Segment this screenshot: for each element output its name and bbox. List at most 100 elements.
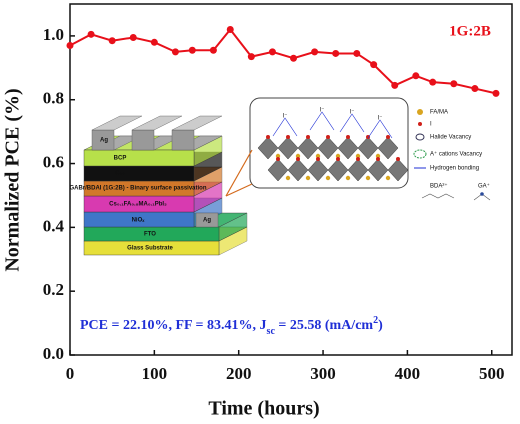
point: [290, 54, 298, 62]
octahedron: [307, 158, 329, 182]
y-tick-label: 0.8: [43, 89, 64, 108]
anion-label: I⁻: [283, 114, 288, 120]
legend-mark: [417, 109, 423, 115]
iodide: [346, 135, 350, 139]
series-label: 1G:2B: [449, 23, 491, 39]
iodide: [396, 157, 400, 161]
octahedron: [357, 136, 379, 160]
cation: [375, 153, 381, 159]
y-tick-label: 0.4: [43, 216, 65, 235]
plot-frame: [69, 3, 513, 356]
cation: [355, 153, 361, 159]
legend-mark: [415, 133, 425, 141]
annotation-part: sc: [267, 326, 276, 337]
inset: Ag BCP C₆₀ GABr/BDAI (1G:2B) - Binary surfa…: [69, 97, 491, 256]
iodide: [306, 135, 310, 139]
y-tick-label: 0.0: [43, 344, 64, 363]
octahedron: [387, 158, 409, 182]
octahedron: [297, 136, 319, 160]
bond: [272, 117, 298, 137]
layer-label: NiOₓ: [132, 218, 146, 224]
cation: [305, 175, 311, 181]
x-axis-title: Time (hours): [208, 398, 319, 420]
bond: [367, 119, 393, 139]
iodide: [326, 135, 330, 139]
x-tick-label: 400: [395, 364, 421, 383]
legend-label: FA/MA: [430, 110, 448, 116]
layer-label: Cs₀.₁FA₀.₈MA₀.₁PbI₃: [109, 202, 167, 208]
point: [471, 85, 479, 93]
point: [108, 37, 116, 45]
iodide: [296, 157, 300, 161]
octahedron: [347, 158, 369, 182]
arrow: [225, 183, 253, 197]
iodide: [266, 135, 270, 139]
arrow: [225, 149, 253, 197]
y-tick-label: 0.6: [43, 152, 64, 171]
point: [209, 46, 217, 54]
point: [171, 48, 179, 56]
layer-label: GABr/BDAI (1G:2B) - Binary surface passi…: [69, 186, 206, 192]
cation: [345, 175, 351, 181]
x-tick-label: 500: [479, 364, 505, 383]
legend-mark: [418, 122, 422, 126]
iodide: [386, 135, 390, 139]
molecule-label: GA⁺: [478, 183, 490, 190]
cation: [365, 175, 371, 181]
x-tick-label: 300: [310, 364, 336, 383]
point: [370, 61, 378, 69]
octahedron: [327, 158, 349, 182]
series-line: [69, 27, 497, 95]
electrode: [131, 129, 155, 151]
iodide: [286, 135, 290, 139]
point: [188, 46, 196, 54]
x-tick-label: 200: [226, 364, 252, 383]
cation: [385, 175, 391, 181]
point: [66, 41, 74, 49]
point: [87, 30, 95, 38]
electrode: [131, 115, 183, 131]
point: [450, 80, 458, 88]
point: [268, 48, 276, 56]
iodide: [376, 157, 380, 161]
y-tick-label: 0.2: [43, 280, 64, 299]
iodide: [336, 157, 340, 161]
molecule: [480, 192, 484, 196]
octahedron: [377, 136, 399, 160]
annotation-part: ): [378, 318, 383, 333]
x-tick-label: 100: [142, 364, 168, 383]
x-tick-label: 0: [66, 364, 75, 383]
point: [391, 81, 399, 89]
octahedron: [267, 158, 289, 182]
electrode: [195, 212, 219, 228]
electrode: [91, 115, 143, 131]
point: [311, 48, 319, 56]
point: [353, 49, 361, 57]
legend-label: I: [430, 122, 432, 128]
cation: [335, 153, 341, 159]
legend-mark: [413, 149, 427, 159]
anion-label: I⁻: [350, 110, 355, 116]
legend-label: Hydrogen bonding: [430, 166, 479, 172]
annotation-part: = 25.58: [275, 318, 325, 333]
point: [492, 89, 500, 97]
annotation-part: (mA/cm: [325, 318, 374, 333]
cation: [295, 153, 301, 159]
cation: [275, 153, 281, 159]
anion-label: I⁻: [320, 108, 325, 114]
molecule: [421, 193, 455, 199]
point: [332, 49, 340, 57]
annotation-part: 2: [373, 315, 378, 326]
electrode: [171, 115, 223, 131]
layer-label: FTO: [144, 232, 156, 238]
annotation: PCE = 22.10%, FF = 83.41%, Jsc = 25.58 (…: [80, 315, 383, 337]
cation: [315, 153, 321, 159]
octahedron: [287, 158, 309, 182]
iodide: [276, 157, 280, 161]
legend-label: Halide Vacancy: [430, 135, 471, 141]
anion-label: I⁻: [378, 116, 383, 122]
point: [247, 53, 255, 61]
bond: [339, 113, 365, 133]
cation: [325, 175, 331, 181]
